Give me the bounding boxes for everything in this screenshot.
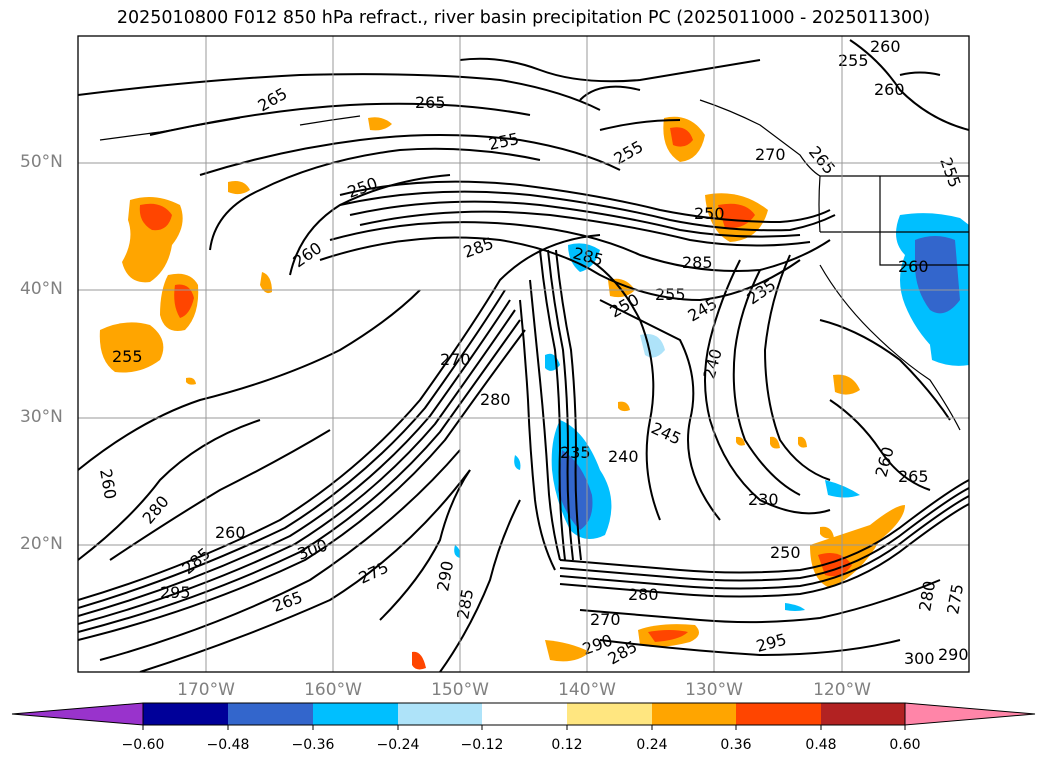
lon-label-160w: 160°W <box>304 680 362 700</box>
colorbar-tick-label: 0.60 <box>889 737 921 753</box>
colorbar-tick-label: 0.12 <box>551 737 583 753</box>
contour-label: 235 <box>560 443 591 462</box>
contour-label: 260 <box>898 257 929 276</box>
contour-label: 265 <box>415 93 446 112</box>
map-frame <box>77 35 970 673</box>
contour-label: 270 <box>755 145 786 164</box>
colorbar-tick-label: −0.12 <box>460 737 504 753</box>
contour-label: 285 <box>682 253 713 272</box>
lon-label-140w: 140°W <box>558 680 616 700</box>
contour-label: 270 <box>590 610 621 629</box>
map-title: 2025010800 F012 850 hPa refract., river … <box>116 8 931 28</box>
colorbar-tick-label: 0.48 <box>805 737 837 753</box>
colorbar-high-extension <box>904 702 1036 726</box>
contour-label: 265 <box>898 467 929 486</box>
colorbar-tick-label: −0.60 <box>121 737 165 753</box>
contour-label: 240 <box>608 447 639 466</box>
colorbar-segment <box>567 703 652 725</box>
lat-label-40n: 40°N <box>20 279 63 299</box>
contour-label: 280 <box>628 585 659 604</box>
contour-label: 260 <box>215 523 246 542</box>
lon-label-120w: 120°W <box>813 680 871 700</box>
colorbar-segment <box>821 703 905 725</box>
colorbar-tick-label: −0.36 <box>291 737 335 753</box>
contour-label: 260 <box>874 80 905 99</box>
colorbar-segment <box>143 703 228 725</box>
colorbar-segment <box>482 703 567 725</box>
map-plot-area: 265 265 255 250 260 285 260 255 255 265 … <box>78 36 969 672</box>
contour-label: 255 <box>655 285 686 304</box>
contour-label: 295 <box>160 583 191 602</box>
contour-label: 290 <box>938 645 969 664</box>
colorbar-segment <box>652 703 736 725</box>
contour-label: 250 <box>770 543 801 562</box>
contour-label: 255 <box>838 51 869 70</box>
colorbar-segment <box>398 703 482 725</box>
colorbar-low-extension <box>11 702 144 726</box>
colorbar-tick-label: 0.24 <box>636 737 668 753</box>
colorbar-segment <box>313 703 398 725</box>
lon-label-170w: 170°W <box>177 680 235 700</box>
contour-label: 300 <box>904 649 935 668</box>
colorbar-segment <box>228 703 313 725</box>
lat-label-30n: 30°N <box>20 407 63 427</box>
lat-label-20n: 20°N <box>20 534 63 554</box>
lat-label-50n: 50°N <box>20 152 63 172</box>
contour-label: 250 <box>694 204 725 223</box>
contour-label: 230 <box>748 490 779 509</box>
colorbar-segment <box>736 703 821 725</box>
gridlines <box>78 36 969 672</box>
contour-label: 280 <box>480 390 511 409</box>
contour-label: 260 <box>870 37 901 56</box>
colorbar <box>11 702 1036 730</box>
lon-label-130w: 130°W <box>685 680 743 700</box>
contour-label: 255 <box>112 347 143 366</box>
colorbar-tick-label: 0.36 <box>720 737 752 753</box>
lon-label-150w: 150°W <box>431 680 489 700</box>
colorbar-tick-label: −0.48 <box>206 737 250 753</box>
refractivity-contours <box>78 39 969 672</box>
colorbar-tick-label: −0.24 <box>376 737 420 753</box>
contour-label: 270 <box>440 350 471 369</box>
